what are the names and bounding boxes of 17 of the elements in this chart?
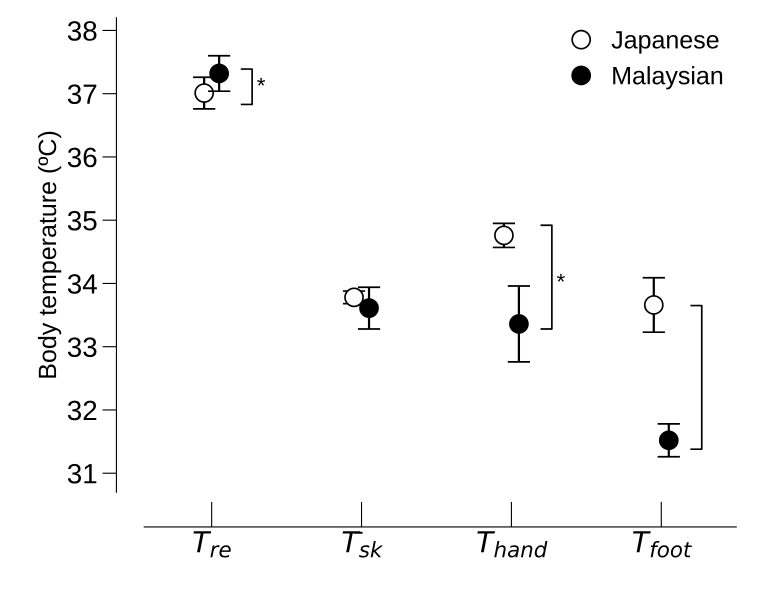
x-tick-label: T$_{foot}$ [633,531,692,558]
y-tick-label: 37 [68,84,96,104]
x-tick-label: T$_{re}$ [193,531,231,558]
y-tick-label: 38 [68,21,96,41]
y-axis-title: Body temperature (ºC) [38,132,62,378]
y-tick-label: 32 [68,400,96,420]
y-tick-label: 33 [68,337,96,358]
annotation: * [257,78,266,86]
y-tick-label: 36 [68,148,96,168]
legend-label: Malaysian [613,66,722,90]
annotation: * [556,274,565,282]
legend-label: Japanese [612,31,718,54]
y-tick-label: 35 [68,210,97,231]
y-tick-label: 34 [68,274,97,294]
x-tick-label: T$_{hand}$ [477,531,548,558]
x-tick-label: T̄$_{sk}$ [342,531,384,558]
y-tick-label: 31 [68,464,96,484]
